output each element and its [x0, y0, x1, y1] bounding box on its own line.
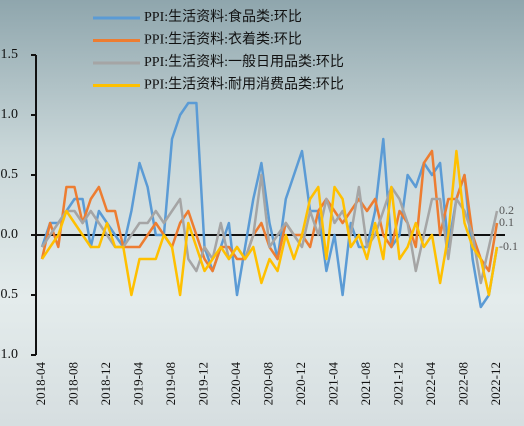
legend-label: PPI:生活资料:一般日用品类:环比 — [144, 54, 344, 70]
x-tick-label: 2022-08 — [455, 362, 470, 405]
series-line — [40, 149, 499, 297]
value-label: -0.1 — [499, 239, 518, 253]
legend-label: PPI:生活资料:食品类:环比 — [144, 8, 302, 25]
y-tick-label: 0.0 — [1, 227, 19, 242]
x-tick-label: 2020-04 — [228, 362, 243, 406]
legend-label: PPI:生活资料:衣着类:环比 — [144, 32, 302, 48]
y-tick-label: 0.5 — [1, 167, 19, 182]
x-tick-label: 2018-12 — [98, 362, 113, 405]
y-tick-label: 1.5 — [1, 47, 19, 62]
y-tick-label: -0.5 — [0, 287, 18, 302]
x-tick-label: 2020-12 — [293, 362, 308, 405]
x-tick-label: 2021-12 — [390, 362, 405, 405]
value-label: 0.1 — [499, 215, 514, 229]
y-tick-label: -1.0 — [0, 347, 18, 362]
x-tick-label: 2020-08 — [260, 362, 275, 405]
x-tick-label: 2021-04 — [325, 362, 340, 406]
x-tick-label: 2022-04 — [423, 362, 438, 406]
value-label: 0.2 — [499, 203, 514, 217]
x-tick-label: 2022-12 — [488, 362, 503, 405]
x-tick-label: 2019-12 — [195, 362, 210, 405]
legend-label: PPI:生活资料:耐用消费品类:环比 — [144, 77, 344, 93]
x-tick-label: 2019-08 — [163, 362, 178, 405]
x-tick-label: 2019-04 — [130, 362, 145, 406]
x-tick-label: 2021-08 — [358, 362, 373, 405]
x-tick-label: 2018-04 — [33, 362, 48, 406]
series-line — [40, 101, 499, 309]
x-tick-label: 2018-08 — [65, 362, 80, 405]
y-tick-label: 1.0 — [1, 107, 19, 122]
